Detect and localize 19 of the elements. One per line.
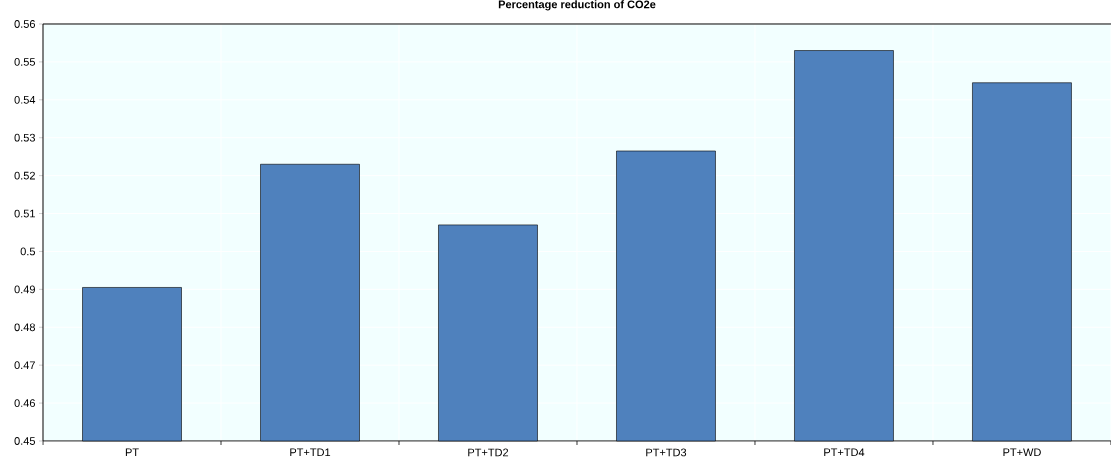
chart-title: Percentage reduction of CO2e — [498, 0, 656, 11]
x-tick-label: PT+TD4 — [824, 448, 865, 457]
y-tick-label: 0.54 — [14, 95, 36, 104]
y-tick-label: 0.45 — [14, 437, 36, 445]
x-tick-label: PT+TD1 — [290, 448, 331, 457]
x-tick-label: PT+WD — [1003, 448, 1041, 457]
y-tick-label: 0.56 — [14, 20, 35, 28]
y-tick-label: 0.53 — [14, 133, 35, 142]
y-tick-label: 0.55 — [14, 58, 36, 66]
x-tick-label: PT — [125, 448, 139, 457]
y-tick-label: 0.52 — [14, 171, 35, 180]
y-tick-label: 0.46 — [14, 399, 35, 407]
y-tick-label: 0.49 — [14, 285, 35, 294]
y-tick-label: 0.47 — [14, 361, 35, 370]
y-tick-label: 0.5 — [20, 247, 36, 256]
x-tick-label: PT+TD2 — [468, 448, 509, 457]
y-tick-label: 0.48 — [14, 323, 35, 332]
x-tick-label: PT+TD3 — [646, 448, 687, 457]
y-tick-label: 0.51 — [14, 209, 35, 218]
